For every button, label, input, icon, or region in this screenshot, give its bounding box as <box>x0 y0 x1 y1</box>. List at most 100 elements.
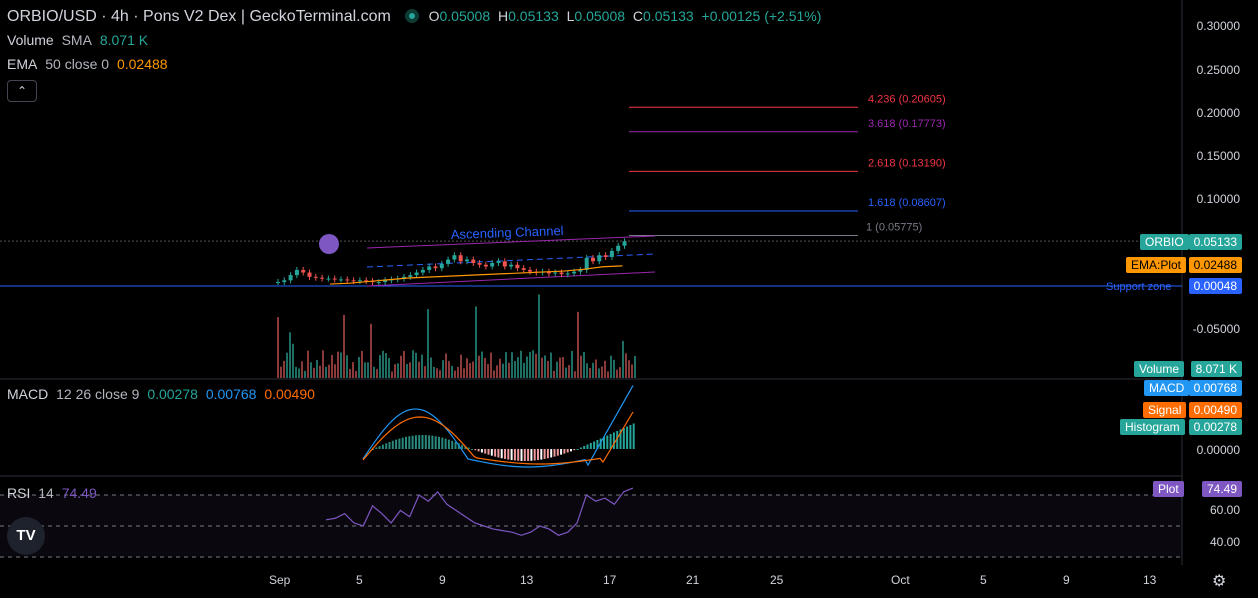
macd-histogram-bar <box>619 429 622 449</box>
ema-legend-value: 0.02488 <box>116 56 168 72</box>
macd-histogram-bar <box>464 446 467 449</box>
rsi-legend-params: 14 <box>38 485 54 501</box>
ema-legend[interactable]: EMA 50 close 0 0.02488 <box>7 56 172 72</box>
candle-body <box>446 259 451 264</box>
volume-value-tag: 8.071 K <box>1190 361 1242 377</box>
macd-histogram-bar <box>480 449 483 453</box>
macd-histogram-bar <box>570 449 572 452</box>
candle-body <box>521 268 526 270</box>
volume-bar <box>418 361 420 378</box>
histogram-value-tag: 0.00278 <box>1188 419 1242 435</box>
macd-histogram-bar <box>378 446 381 449</box>
gear-icon[interactable]: ⚙ <box>1212 573 1227 590</box>
macd-histogram-bar <box>583 446 586 449</box>
volume-bar <box>565 367 567 378</box>
volume-bar <box>427 309 429 378</box>
ema-legend-name: EMA <box>7 56 38 72</box>
volume-bar <box>544 355 546 378</box>
macd-legend-signal: 0.00490 <box>264 386 315 402</box>
macd-histogram-bar <box>487 449 490 455</box>
macd-histogram-bar <box>434 436 437 449</box>
macd-histogram-bar <box>596 440 599 449</box>
volume-bar <box>532 350 534 378</box>
candle-body <box>603 255 608 257</box>
volume-bar <box>361 350 363 378</box>
rsi-legend[interactable]: RSI 14 74.49 <box>7 485 101 501</box>
candle-body <box>383 280 388 283</box>
ema-price-tag: 0.02488 <box>1188 257 1242 273</box>
candle-body <box>282 280 287 283</box>
rsi-legend-name: RSI <box>7 485 31 501</box>
macd-histogram-bar <box>553 449 556 457</box>
collapse-legend-button[interactable]: ⌃ <box>7 80 37 102</box>
macd-histogram-bar <box>431 435 434 449</box>
candle-body <box>313 276 318 278</box>
macd-histogram-bar <box>609 434 612 449</box>
volume-bar <box>577 311 579 378</box>
macd-histogram-bar <box>398 438 401 449</box>
rsi-tick: 40.00 <box>1209 535 1240 549</box>
volume-tag-name: Volume <box>1134 361 1185 377</box>
volume-bar <box>634 355 636 378</box>
volume-bar <box>421 354 423 378</box>
tradingview-logo[interactable]: TV <box>7 517 45 555</box>
macd-histogram-bar <box>533 449 536 461</box>
candle-body <box>345 279 350 281</box>
volume-bar <box>580 355 582 378</box>
volume-bar <box>481 351 483 378</box>
ohlc-close: 0.05133 <box>643 8 694 24</box>
volume-bar <box>364 362 366 378</box>
ohlc-change: +0.00125 (+2.51%) <box>701 8 822 24</box>
candle-body <box>326 278 331 280</box>
volume-bar <box>526 356 528 378</box>
volume-bar <box>475 306 477 378</box>
candle-body <box>357 280 362 282</box>
plot-value-tag: 74.49 <box>1201 481 1242 497</box>
volume-bar <box>370 323 372 378</box>
macd-histogram-bar <box>510 449 513 461</box>
ema-legend-params: 50 close 0 <box>45 56 110 72</box>
macd-legend[interactable]: MACD 12 26 close 9 0.00278 0.00768 0.004… <box>7 386 319 402</box>
candle-body <box>288 275 293 281</box>
macd-histogram-bar <box>543 449 546 459</box>
macd-histogram-bar <box>629 425 632 449</box>
macd-legend-params: 12 26 close 9 <box>56 386 140 402</box>
macd-histogram-bar <box>560 449 563 455</box>
ohlc-low: 0.05008 <box>574 8 626 24</box>
volume-bar <box>514 361 516 378</box>
ohlc-close-label: C <box>632 8 644 24</box>
time-tick: 13 <box>520 573 534 587</box>
volume-bar <box>553 370 555 378</box>
volume-bar <box>331 354 333 378</box>
volume-bar <box>283 360 285 378</box>
volume-bar <box>610 355 612 378</box>
candle-body <box>301 269 306 273</box>
volume-bar <box>562 357 564 378</box>
volume-bar <box>604 360 606 378</box>
macd-histogram-bar <box>566 449 569 453</box>
candle-body <box>496 261 501 264</box>
volume-bar <box>460 354 462 378</box>
volume-bar <box>322 350 324 378</box>
volume-bar <box>310 362 312 378</box>
volume-bar <box>499 358 501 378</box>
macd-histogram-bar <box>579 447 582 449</box>
ohlc-high-label: H <box>498 8 509 24</box>
macd-line <box>362 385 634 468</box>
candle-body <box>622 241 627 246</box>
volume-bar <box>469 363 471 378</box>
macd-histogram-bar <box>517 449 520 461</box>
signal-line <box>362 411 634 465</box>
time-tick: 13 <box>1143 573 1157 587</box>
volume-bar <box>337 351 339 378</box>
volume-bar <box>358 357 360 378</box>
symbol-legend: ORBIO/USD · 4h · Pons V2 Dex | GeckoTerm… <box>7 7 825 26</box>
volume-bar <box>352 362 354 378</box>
macd-histogram-bar <box>586 444 589 449</box>
volume-legend-value: 8.071 K <box>99 32 149 48</box>
macd-histogram-bar <box>451 440 454 449</box>
volume-legend[interactable]: Volume SMA 8.071 K <box>7 32 152 48</box>
orbio-price-tag: 0.05133 <box>1188 234 1242 250</box>
